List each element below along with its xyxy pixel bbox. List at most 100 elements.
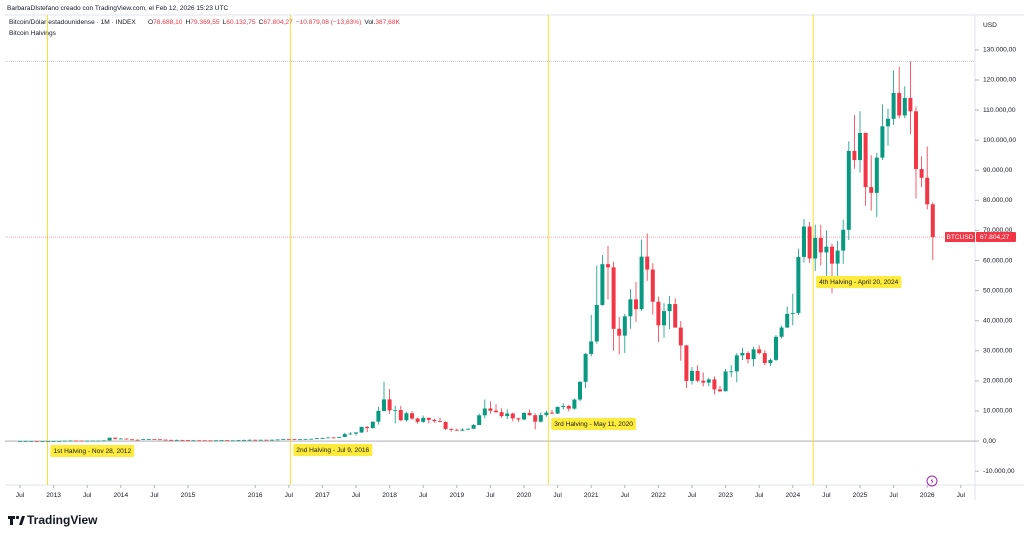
price-label-box xyxy=(976,232,1016,243)
candle-body xyxy=(90,440,95,442)
candle-body xyxy=(118,438,123,440)
candle-body xyxy=(404,413,409,421)
x-tick-label: Jul xyxy=(688,492,697,499)
candle-body xyxy=(169,439,174,441)
x-tick-label: Jul xyxy=(83,492,92,499)
candle-body xyxy=(667,304,672,312)
candle-body xyxy=(309,438,314,440)
candle-body xyxy=(51,441,56,442)
price-label: 67.804,27 xyxy=(980,234,1010,241)
candle-body xyxy=(583,353,588,382)
candle-body xyxy=(208,440,213,442)
candle-body xyxy=(762,353,767,364)
candle-body xyxy=(326,437,330,439)
candle-body xyxy=(566,406,571,409)
candle-body xyxy=(443,421,448,429)
candle-body xyxy=(578,381,582,400)
candle-body xyxy=(331,437,336,439)
y-tick-label: -10.000,00 xyxy=(983,468,1015,475)
candle-body xyxy=(897,92,902,116)
candle-body xyxy=(292,439,297,440)
candle-body xyxy=(824,246,829,253)
candle-body xyxy=(482,408,487,416)
candle-body xyxy=(46,441,50,442)
x-tick-label: Jul xyxy=(889,492,898,499)
candle-body xyxy=(656,301,661,326)
halving-label: 3rd Halving - May 11, 2020 xyxy=(554,421,633,428)
y-tick-label: 10.000,00 xyxy=(983,408,1013,415)
legend-value: 60.132,75 xyxy=(226,19,256,26)
candle-body xyxy=(902,98,907,116)
candle-body xyxy=(320,438,325,439)
candle-body xyxy=(891,92,896,119)
candle-body xyxy=(774,336,778,360)
candle-body xyxy=(846,150,851,230)
candle-body xyxy=(186,440,190,441)
candle-body xyxy=(264,439,269,441)
candle-body xyxy=(202,440,207,442)
x-tick-label: 2020 xyxy=(517,492,532,499)
candle-body xyxy=(146,439,151,440)
candle-body xyxy=(466,428,470,430)
x-tick-label: 2019 xyxy=(449,492,464,499)
candle-body xyxy=(398,410,403,421)
candle-body xyxy=(124,438,129,440)
y-tick-label: 20.000,00 xyxy=(983,378,1013,385)
candle-body xyxy=(62,440,67,442)
x-tick-label: 2018 xyxy=(382,492,397,499)
candle-body xyxy=(790,312,795,314)
candle-body xyxy=(247,439,252,441)
candle-body xyxy=(270,439,274,441)
y-tick-label: 0,00 xyxy=(983,438,996,445)
candle-body xyxy=(695,370,700,381)
candle-body xyxy=(499,412,504,417)
candle-body xyxy=(723,371,728,392)
candle-body xyxy=(869,187,874,193)
x-tick-label: Jul xyxy=(352,492,361,499)
candle-body xyxy=(107,437,112,441)
halving-label: 4th Halving - April 20, 2024 xyxy=(819,279,899,286)
candle-body xyxy=(639,256,644,310)
y-tick-label: 40.000,00 xyxy=(983,317,1013,324)
candle-body xyxy=(886,118,890,127)
indicator: Bitcoin Halvings xyxy=(9,30,57,37)
candle-body xyxy=(348,433,353,435)
halving-label-box xyxy=(50,445,135,457)
legend-value: 79.369,55 xyxy=(190,19,220,26)
candle-body xyxy=(34,441,39,442)
candle-body xyxy=(152,439,157,440)
candle-body xyxy=(662,311,666,326)
candle-body xyxy=(718,389,722,392)
symbol-label-box xyxy=(945,232,975,243)
candle-body xyxy=(617,328,622,336)
x-tick-label: 2021 xyxy=(584,492,599,499)
candle-body xyxy=(706,379,711,383)
candle-body xyxy=(628,299,633,317)
x-tick-label: 2022 xyxy=(651,492,666,499)
candle-body xyxy=(874,157,879,193)
candle-body xyxy=(650,269,655,302)
x-tick-label: Jul xyxy=(486,492,495,499)
x-tick-label: 2024 xyxy=(785,492,800,499)
candle-body xyxy=(594,304,599,342)
candle-body xyxy=(79,440,84,442)
candle-body xyxy=(690,370,694,381)
candle-body xyxy=(678,327,683,346)
candle-body xyxy=(522,412,526,420)
candle-body xyxy=(561,406,566,407)
x-tick-label: Jul xyxy=(822,492,831,499)
candle-body xyxy=(387,399,392,411)
candle-body xyxy=(219,440,224,442)
candle-body xyxy=(589,341,594,354)
candle-body xyxy=(298,439,302,441)
y-tick-label: 60.000,00 xyxy=(983,257,1013,264)
candle-body xyxy=(141,439,146,440)
candle-body xyxy=(415,418,420,422)
candle-body xyxy=(880,126,885,158)
candle-body xyxy=(746,353,750,360)
candle-body xyxy=(74,440,78,442)
candle-body xyxy=(863,132,868,188)
candle-body xyxy=(600,264,605,305)
candle-body xyxy=(393,410,398,411)
